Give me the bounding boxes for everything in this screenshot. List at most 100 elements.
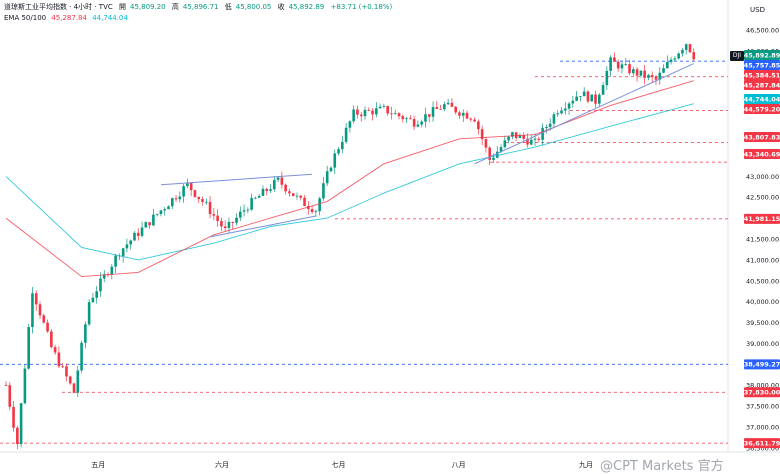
high-value: 45,896.71 [182,3,219,11]
candle-body [473,119,476,122]
candle-body [178,196,182,200]
high-label: 高 [171,3,179,11]
candle-body [208,201,212,215]
candle-body [344,127,348,142]
candle-body [356,109,359,115]
candle-body [461,112,465,116]
candle-body [27,327,30,369]
candle-body [291,193,295,197]
candle-body [628,64,631,74]
candle-body [76,370,80,393]
price-label: 38,499.27 [744,361,780,369]
ema-legend[interactable]: EMA 50/100 45,287.84 44,744.04 [4,14,128,22]
candle-body [322,183,325,199]
candle-body [337,149,340,154]
price-label: 44,579.20 [744,105,780,113]
candle-body [526,138,529,145]
candle-body [533,138,537,140]
candle-body [616,61,620,69]
candle-body [416,124,420,127]
close-value: 45,892.89 [288,3,325,11]
x-tick-label: 七月 [332,460,346,469]
candle-body [488,147,492,160]
ema100-value: 44,744.04 [92,14,128,22]
y-tick-label: 37,500.00 [746,403,779,411]
price-label-box [744,387,780,398]
ema-label: EMA 50/100 [4,14,47,22]
candle-body [647,75,650,78]
price-label-box [744,149,780,159]
candle-body [522,135,526,139]
candle-body [238,211,242,218]
candle-body [514,132,518,138]
candle-body [12,406,15,428]
chart-title: 道琼斯工业平均指数 · 4小时 · TVC [4,3,113,11]
currency-label[interactable]: USD [750,6,765,14]
candle-body [363,109,367,117]
candle-body [435,107,439,109]
candle-body [529,139,533,145]
candle-body [114,255,117,267]
candle-body [662,68,665,73]
trendline [209,215,316,238]
price-label: 44,744.04 [744,95,780,103]
chart-header: 道琼斯工业平均指数 · 4小时 · TVC 開 45,809.20 高 45,896… [4,2,396,12]
candle-body [571,100,575,104]
candle-body [654,77,658,80]
price-label-box [744,359,780,370]
candle-body [382,105,386,107]
y-tick-label: 39,500.00 [746,319,779,327]
candle-body [673,58,677,60]
candle-body [34,293,38,305]
candle-body [560,110,563,114]
candle-body [303,197,306,207]
candle-body [16,427,19,445]
x-tick-label: 五月 [91,461,105,469]
candle-body [681,49,684,54]
candle-body [170,198,174,207]
x-tick-label: 六月 [215,460,229,469]
candle-body [424,114,427,122]
candle-body [477,121,480,130]
candle-body [235,217,238,223]
candle-body [212,214,216,216]
y-tick-label: 41,500.00 [746,236,779,244]
candle-body [375,108,378,115]
candle-body [80,342,83,371]
candle-body [378,106,382,109]
trendline [160,173,313,186]
candle-body [307,206,310,210]
candle-body [91,297,95,303]
candle-body [333,153,337,168]
candle-body [639,70,643,76]
candle-body [401,116,405,120]
candle-body [692,52,696,60]
candle-body [390,113,393,115]
candle-body [163,209,167,211]
candle-body [223,226,227,229]
price-label: 45,892.89 [744,51,780,59]
price-label-box [744,50,780,60]
candle-body [329,167,333,172]
low-value: 45,800.05 [235,3,272,11]
candle-body [68,376,72,384]
candle-body [480,129,484,140]
candle-body [666,61,669,69]
candle-body [446,102,450,105]
x-tick-label: 九月 [579,460,593,469]
candle-body [624,64,628,65]
y-tick-label: 37,000.00 [746,423,779,431]
price-label-box [744,60,780,70]
price-label: 36,611.79 [744,439,780,447]
candle-body [537,138,541,140]
candle-body [204,201,208,203]
candle-body [220,221,223,227]
x-tick-label: 八月 [452,461,466,469]
candle-body [579,96,582,97]
candle-body [265,188,269,191]
candle-body [450,102,454,107]
candle-body [409,118,412,120]
candle-body [469,118,473,120]
candle-body [84,324,87,343]
